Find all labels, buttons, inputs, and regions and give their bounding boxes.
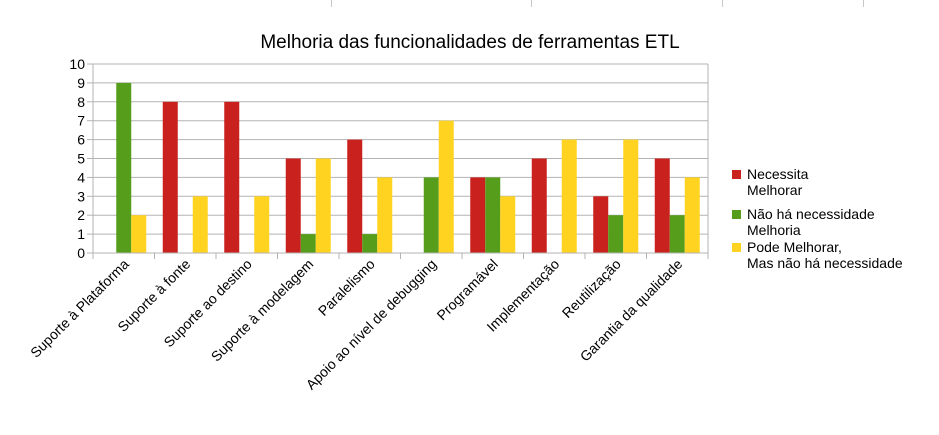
sheet-column-divider [331,0,332,7]
y-tick-labels: 0 1 2 3 4 5 6 7 8 9 10 [69,56,85,261]
axes [87,63,709,259]
legend-label: Melhorar [747,182,803,198]
chart-title: Melhoria das funcionalidades de ferramen… [260,32,679,53]
bar [438,120,454,253]
x-tick-label: Suporte à Plataforma [27,256,132,361]
bar [561,139,577,253]
sheet-column-divider [863,0,864,7]
bar [315,158,331,253]
bar [254,196,270,253]
bar [347,139,363,253]
bar [300,234,316,253]
y-tick-label: 6 [77,132,85,148]
bar [531,158,547,253]
legend-swatch [732,210,741,219]
x-tick-label: Suporte à modelagem [208,256,317,365]
bar [423,177,439,253]
legend-label: Necessita [747,166,809,182]
bar [669,215,685,253]
bar [285,158,301,253]
legend-label: Mas não há necessidade [747,255,903,271]
bar [377,177,393,253]
y-tick-label: 2 [77,207,85,223]
sheet-column-divider [531,0,532,7]
legend-label: Não há necessidade [747,206,875,222]
bar [608,215,624,253]
bar [362,234,378,253]
legend-label: Melhoria [747,222,801,238]
bar [192,196,208,253]
y-tick-label: 1 [77,226,85,242]
bar [500,196,516,253]
y-tick-label: 0 [77,245,85,261]
bar [593,196,609,253]
bar [684,177,700,253]
x-tick-label: Paralelismo [315,256,378,319]
y-tick-label: 5 [77,151,85,167]
x-tick-label: Programável [433,256,500,323]
bar [470,177,486,253]
x-tick-label: Reutilização [559,256,624,321]
y-tick-label: 3 [77,188,85,204]
x-tick-label: Apoio ao nível de debugging [303,256,440,393]
x-tick-label: Garantia da qualidade [577,256,686,365]
bar [654,158,670,253]
y-tick-label: 4 [77,169,85,185]
bar [116,82,132,254]
legend-swatch [732,170,741,179]
legend-swatch [732,243,741,252]
bars [116,82,700,254]
bar [485,177,501,253]
sheet-column-divider [722,0,723,7]
y-tick-label: 8 [77,94,85,110]
bar [224,101,240,253]
y-tick-label: 9 [77,75,85,91]
bar [131,215,147,253]
legend-label: Pode Melhorar, [747,239,842,255]
bar [162,101,178,253]
y-tick-label: 10 [69,56,85,72]
bar [623,139,639,253]
y-tick-label: 7 [77,113,85,129]
